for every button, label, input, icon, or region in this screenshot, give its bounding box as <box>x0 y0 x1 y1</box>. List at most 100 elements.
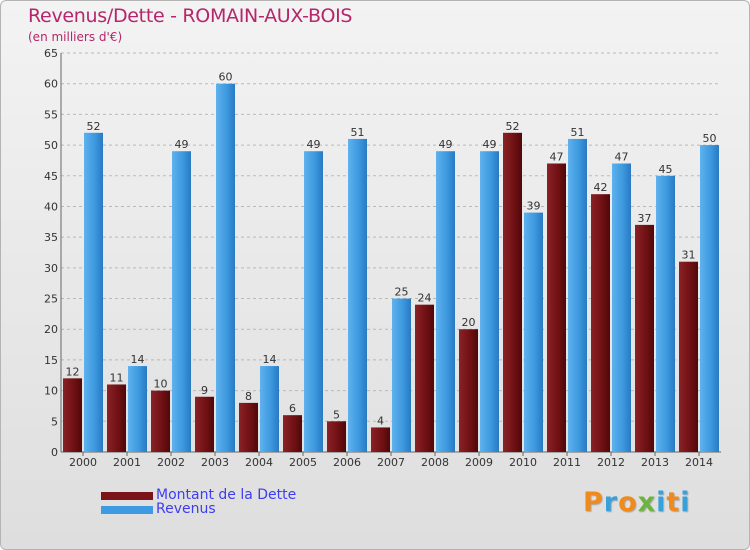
x-tick-label: 2007 <box>377 456 405 469</box>
bar-dette <box>151 390 170 452</box>
data-label-dette: 52 <box>506 120 520 133</box>
bar-revenus <box>612 163 631 452</box>
data-label-dette: 31 <box>682 249 696 262</box>
legend-label-revenus: Revenus <box>156 501 216 517</box>
data-label-dette: 11 <box>110 371 124 384</box>
data-label-dette: 9 <box>201 384 208 397</box>
data-label-revenus: 49 <box>483 138 497 151</box>
bar-revenus <box>700 145 719 453</box>
bar-revenus <box>172 151 191 452</box>
data-label-revenus: 49 <box>307 138 321 151</box>
legend-swatch-revenus <box>101 506 153 514</box>
y-tick-label: 30 <box>44 262 58 275</box>
bar-revenus <box>568 138 587 452</box>
y-tick-label: 10 <box>44 385 58 398</box>
bar-dette <box>63 378 82 452</box>
y-tick-label: 55 <box>44 108 58 121</box>
logo-letter: o <box>618 487 638 518</box>
legend-swatch-dette <box>101 492 153 500</box>
bar-revenus <box>84 132 103 453</box>
data-label-dette: 24 <box>418 292 432 305</box>
x-tick-label: 2006 <box>333 456 361 469</box>
proxiti-logo: Proxiti <box>583 487 691 518</box>
data-label-revenus: 49 <box>175 138 189 151</box>
bar-revenus <box>304 151 323 452</box>
x-tick-label: 2010 <box>509 456 537 469</box>
data-label-revenus: 50 <box>703 132 717 145</box>
data-label-dette: 20 <box>462 316 476 329</box>
bar-dette <box>107 384 126 452</box>
bar-revenus <box>656 175 675 452</box>
data-label-revenus: 60 <box>219 71 233 84</box>
data-label-revenus: 45 <box>659 163 673 176</box>
logo-letter: x <box>637 487 657 518</box>
bar-dette <box>635 224 654 452</box>
bar-dette <box>591 194 610 452</box>
logo-letter: i <box>680 487 691 518</box>
logo-letter: i <box>656 487 667 518</box>
x-tick-label: 2000 <box>69 456 97 469</box>
bar-revenus <box>348 138 367 452</box>
x-tick-label: 2003 <box>201 456 229 469</box>
bar-revenus <box>128 366 147 452</box>
x-tick-label: 2008 <box>421 456 449 469</box>
data-label-revenus: 14 <box>131 353 145 366</box>
bar-revenus <box>392 298 411 452</box>
x-tick-label: 2002 <box>157 456 185 469</box>
logo-letter: P <box>583 487 604 518</box>
bar-dette <box>283 415 302 452</box>
legend-label-dette: Montant de la Dette <box>156 487 297 503</box>
y-tick-label: 50 <box>44 139 58 152</box>
data-label-revenus: 51 <box>571 126 585 139</box>
bar-dette <box>459 329 478 452</box>
x-tick-label: 2001 <box>113 456 141 469</box>
bar-dette <box>327 421 346 452</box>
bar-revenus <box>260 366 279 452</box>
data-label-dette: 42 <box>594 181 608 194</box>
y-tick-label: 65 <box>44 47 58 60</box>
logo-letter: t <box>666 487 681 518</box>
bar-dette <box>415 304 434 452</box>
y-tick-label: 35 <box>44 231 58 244</box>
data-label-dette: 12 <box>66 365 80 378</box>
x-tick-label: 2009 <box>465 456 493 469</box>
x-tick-label: 2014 <box>685 456 713 469</box>
y-tick-label: 5 <box>51 415 58 428</box>
x-tick-label: 2005 <box>289 456 317 469</box>
chart-subtitle: (en milliers d'€) <box>28 30 123 44</box>
y-tick-label: 0 <box>51 446 58 459</box>
y-tick-label: 15 <box>44 354 58 367</box>
x-tick-label: 2011 <box>553 456 581 469</box>
data-label-revenus: 47 <box>615 150 629 163</box>
data-label-dette: 4 <box>377 414 384 427</box>
bar-revenus <box>480 151 499 452</box>
data-label-dette: 5 <box>333 408 340 421</box>
bar-revenus <box>436 151 455 452</box>
data-label-revenus: 49 <box>439 138 453 151</box>
chart-title: Revenus/Dette - ROMAIN-AUX-BOIS <box>28 5 353 27</box>
y-tick-label: 25 <box>44 293 58 306</box>
data-label-dette: 8 <box>245 390 252 403</box>
data-label-revenus: 39 <box>527 200 541 213</box>
data-label-dette: 6 <box>289 402 296 415</box>
bar-dette <box>239 402 258 452</box>
data-label-revenus: 25 <box>395 286 409 299</box>
y-tick-label: 20 <box>44 323 58 336</box>
bar-revenus <box>216 83 235 452</box>
bar-dette <box>195 396 214 452</box>
x-tick-label: 2012 <box>597 456 625 469</box>
bar-dette <box>503 132 522 453</box>
data-label-dette: 47 <box>550 150 564 163</box>
bar-dette <box>371 427 390 452</box>
data-label-revenus: 14 <box>263 353 277 366</box>
x-tick-label: 2013 <box>641 456 669 469</box>
y-tick-label: 60 <box>44 78 58 91</box>
x-tick-label: 2004 <box>245 456 273 469</box>
data-label-dette: 37 <box>638 212 652 225</box>
data-label-revenus: 52 <box>87 120 101 133</box>
logo-letter: r <box>603 487 619 518</box>
y-tick-label: 45 <box>44 170 58 183</box>
bar-revenus <box>524 212 543 452</box>
bar-dette <box>679 261 698 452</box>
data-label-dette: 10 <box>154 378 168 391</box>
